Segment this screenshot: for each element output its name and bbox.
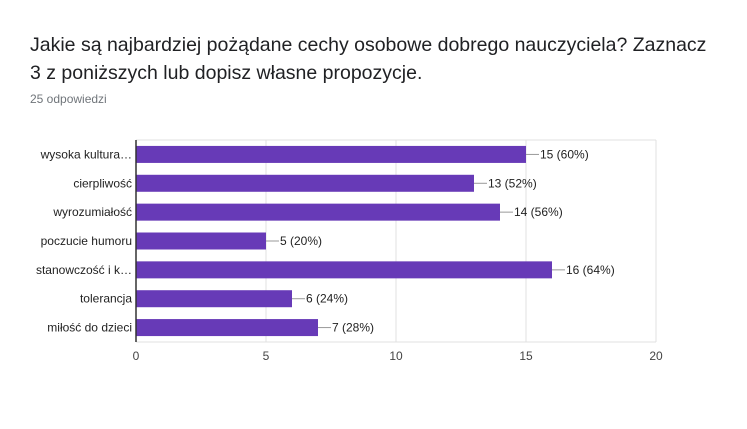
category-label: stanowczość i k… [36, 263, 132, 277]
data-label: 16 (64%) [566, 263, 615, 277]
data-label: 7 (28%) [332, 321, 374, 335]
data-label: 5 (20%) [280, 234, 322, 248]
data-label: 13 (52%) [488, 176, 537, 190]
data-label: 6 (24%) [306, 292, 348, 306]
x-tick-label: 15 [519, 349, 533, 363]
category-label: wyrozumiałość [52, 205, 132, 219]
bar [136, 261, 552, 279]
bar [136, 290, 292, 308]
category-label: wysoka kultura… [40, 147, 132, 161]
x-tick-label: 10 [389, 349, 403, 363]
category-label: tolerancja [80, 292, 132, 306]
bar [136, 203, 500, 221]
x-tick-label: 0 [133, 349, 140, 363]
question-title: Jakie są najbardziej pożądane cechy osob… [30, 34, 707, 84]
x-tick-label: 5 [263, 349, 270, 363]
category-label: cierpliwość [73, 176, 132, 190]
response-count: 25 odpowiedzi [30, 92, 107, 106]
bar [136, 232, 266, 250]
category-label: poczucie humoru [41, 234, 132, 248]
x-tick-label: 20 [649, 349, 663, 363]
category-label: miłość do dzieci [47, 321, 132, 335]
data-label: 15 (60%) [540, 147, 589, 161]
bar [136, 174, 474, 192]
bar [136, 145, 526, 163]
bar [136, 319, 318, 337]
data-label: 14 (56%) [514, 205, 563, 219]
